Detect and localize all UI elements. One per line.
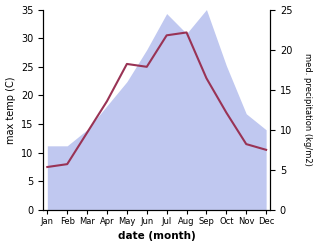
Y-axis label: max temp (C): max temp (C)	[5, 76, 16, 144]
X-axis label: date (month): date (month)	[118, 231, 196, 242]
Y-axis label: med. precipitation (kg/m2): med. precipitation (kg/m2)	[303, 53, 313, 166]
